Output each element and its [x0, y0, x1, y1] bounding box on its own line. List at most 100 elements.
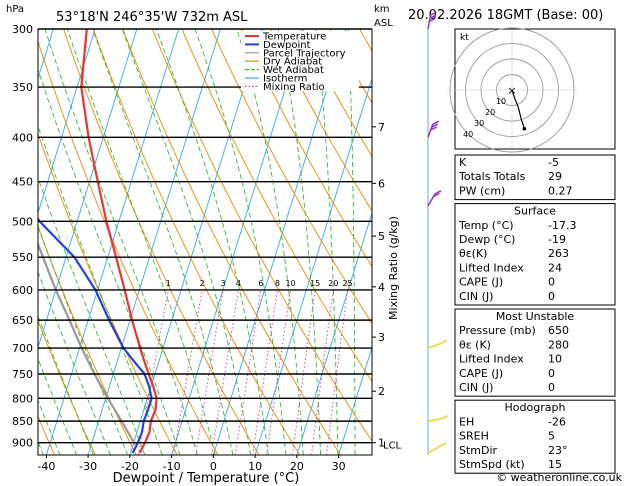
datetime-title: 20.02.2026 18GMT (Base: 00) [408, 8, 603, 23]
dry-adiabat-line [92, 29, 301, 455]
temperature-tick-label: 10 [248, 460, 262, 473]
index-section-title: Hodograph [505, 401, 566, 414]
km-tick-label: 5 [378, 230, 385, 243]
wet-adiabat-line [38, 314, 94, 455]
mixing-ratio-labels: 1 2 3 4 6 8 10 15 20 25 [166, 279, 353, 288]
mixing-ratio-label: 4 [236, 279, 241, 288]
pressure-tick-label: 400 [12, 131, 33, 144]
mixing-ratio-line [311, 289, 334, 455]
km-tick-label: 4 [378, 281, 385, 294]
dry-adiabat-line [38, 132, 178, 455]
index-label: Pressure (mb) [459, 324, 536, 337]
km-tick-label: 1 [378, 437, 385, 450]
wet-adiabat-line [121, 29, 252, 455]
legend-entry: Isotherm [263, 74, 307, 85]
isotherm-line [212, 29, 347, 455]
wind-barb-flag [441, 415, 449, 420]
km-tick-label: 3 [378, 331, 385, 344]
hodograph-unit-label: kt [460, 33, 469, 43]
dry-adiabat-line [270, 29, 372, 212]
index-label: EH [459, 415, 474, 428]
dry-adiabat-line [181, 29, 372, 383]
index-value: 0 [548, 276, 555, 289]
pressure-tick-label: 300 [12, 23, 33, 36]
mixing-ratio-line [252, 289, 278, 455]
pressure-tick-label: 900 [12, 437, 33, 450]
mixing-ratio-label: 15 [310, 279, 320, 288]
index-value: 280 [548, 338, 569, 351]
legend-entry: Dry Adiabat [263, 57, 322, 68]
isotherm-line [254, 76, 372, 455]
legend-entry: Temperature [262, 32, 326, 43]
mixing-ratio-label: 3 [221, 279, 226, 288]
index-value: 263 [548, 247, 569, 260]
hodograph-end-point [522, 126, 527, 131]
wind-barb-flag [439, 442, 447, 447]
pressure-tick-label: 750 [12, 368, 33, 381]
wind-barb-column [427, 11, 449, 455]
temperature-line [80, 29, 158, 454]
wind-barb-flag [432, 120, 440, 125]
pressure-tick-label: 500 [12, 215, 33, 228]
index-box [454, 154, 616, 201]
wet-adiabat-lines [38, 29, 356, 455]
mixing-ratio-line [292, 289, 316, 455]
hodograph-frame [454, 28, 616, 150]
mixing-ratio-line [173, 289, 203, 455]
index-label: θε (K) [459, 338, 491, 351]
location-title: 53°18'N 246°35'W 732m ASL [56, 10, 248, 25]
mixing-ratio-label: 10 [285, 279, 295, 288]
index-label: Dewp (°C) [459, 233, 515, 246]
hodograph-ring-label: 10 [496, 97, 506, 106]
parcel-trajectory-line [38, 241, 137, 446]
skewt-plot-area [38, 29, 372, 455]
mixing-ratio-label: 2 [200, 279, 205, 288]
wind-barb-flag [431, 123, 439, 128]
index-label: Totals Totals [458, 170, 526, 183]
temperature-tick-label: -30 [79, 460, 97, 473]
index-label: PW (cm) [459, 184, 505, 197]
mixing-ratio-axis-label: Mixing Ratio (g/kg) [387, 216, 400, 320]
dry-adiabat-line [211, 29, 372, 325]
index-section-title: Surface [514, 205, 556, 218]
wind-barb-flag [440, 339, 448, 344]
wind-barb-flag [429, 17, 436, 22]
index-label: CIN (J) [459, 290, 493, 303]
wind-barb-flag [429, 14, 437, 19]
wet-adiabat-line [315, 29, 339, 455]
wet-adiabat-line [92, 29, 234, 455]
wet-adiabat-line [236, 29, 304, 455]
dry-adiabat-line [122, 29, 341, 455]
pressure-unit-label: hPa [6, 4, 24, 15]
legend-entry: Mixing Ratio [263, 82, 325, 93]
index-value: 24 [548, 261, 562, 274]
plot-frame [37, 28, 373, 456]
index-label: Lifted Index [459, 261, 524, 274]
wet-adiabat-line [38, 270, 111, 455]
index-value: 15 [548, 458, 562, 471]
pressure-tick-label: 600 [12, 284, 33, 297]
wet-adiabat-line [194, 29, 287, 455]
index-label: StmSpd (kt) [459, 458, 525, 471]
isotherm-line [296, 211, 372, 455]
pressure-tick-label: 700 [12, 342, 33, 355]
stability-index-tables: K -5 Totals Totals 29 PW (cm) 0.27 SurfaceTemp… [454, 154, 616, 474]
index-value: 0 [548, 381, 555, 394]
index-value: 5 [548, 430, 555, 443]
dry-adiabat-line [38, 40, 219, 455]
wind-barb [427, 342, 442, 349]
mixing-ratio-line [266, 289, 292, 455]
legend-entry: Wet Adiabat [263, 65, 324, 76]
hodograph-ring-label: 20 [485, 108, 495, 117]
km-tick-label: 6 [378, 177, 385, 190]
pressure-tick-label: 350 [12, 81, 33, 94]
wet-adiabat-line [38, 399, 61, 455]
index-value: -19 [548, 233, 566, 246]
index-value: 0 [548, 367, 555, 380]
dry-adiabat-lines [38, 29, 372, 455]
index-value: -17.3 [548, 219, 576, 232]
dry-adiabat-line [63, 29, 260, 455]
dry-adiabat-line [240, 29, 372, 268]
x-axis-label: Dewpoint / Temperature (°C) [113, 471, 300, 486]
